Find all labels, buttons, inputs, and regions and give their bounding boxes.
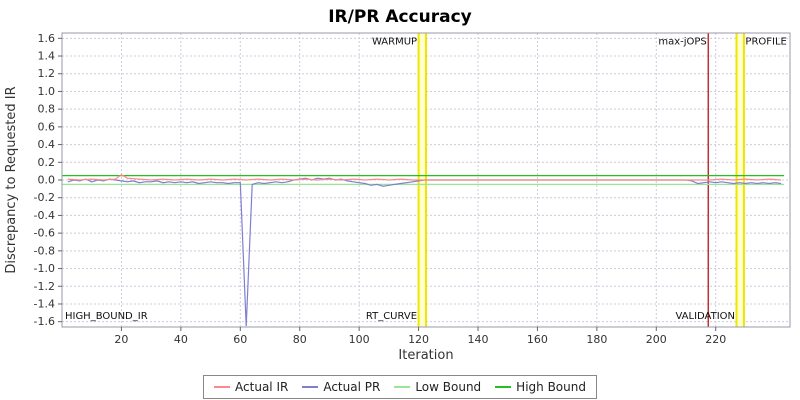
- y-tick-label: -0.6: [34, 227, 55, 240]
- y-tick-label: 1.4: [38, 50, 56, 63]
- legend-line-swatch: [394, 386, 411, 388]
- series-actual-pr: [67, 177, 782, 327]
- y-tick-label: 1.0: [38, 85, 56, 98]
- x-tick-label: 140: [468, 333, 489, 346]
- y-tick-label: -0.2: [34, 191, 55, 204]
- y-tick-label: 0.2: [38, 156, 56, 169]
- chart-title: IR/PR Accuracy: [328, 7, 472, 27]
- x-tick-label: 160: [527, 333, 548, 346]
- legend-item: Low Bound: [394, 380, 481, 394]
- high-bound-ir-label: HIGH_BOUND_IR: [65, 311, 148, 322]
- validation-label: VALIDATION: [675, 311, 735, 322]
- y-tick-label: 0.0: [38, 174, 56, 187]
- y-tick-label: -0.4: [34, 209, 55, 222]
- x-tick-label: 60: [233, 333, 247, 346]
- legend-line-swatch: [214, 386, 231, 388]
- x-tick-label: 220: [705, 333, 726, 346]
- chart-plot: Discrepancy to Requested IR Iteration HI…: [4, 32, 791, 363]
- x-tick-label: 100: [349, 333, 370, 346]
- y-tick-label: -0.8: [34, 244, 55, 257]
- x-tick-label: 20: [114, 333, 128, 346]
- x-tick-label: 200: [646, 333, 667, 346]
- legend-line-swatch: [302, 386, 319, 388]
- warmup-label: WARMUP: [372, 37, 417, 48]
- legend-item: Actual IR: [214, 380, 288, 394]
- legend-label: Actual PR: [323, 380, 381, 394]
- rt-curve-label: RT_CURVE: [366, 311, 417, 322]
- max-jops-label: max-jOPS: [658, 37, 706, 48]
- x-axis-label: Iteration: [398, 348, 453, 363]
- legend-item: High Bound: [495, 380, 586, 394]
- y-tick-label: -1.2: [34, 280, 55, 293]
- x-tick-label: 180: [586, 333, 607, 346]
- x-tick-label: 80: [293, 333, 307, 346]
- y-tick-label: 1.6: [38, 32, 56, 45]
- legend-line-swatch: [495, 386, 512, 388]
- legend-label: High Bound: [516, 380, 586, 394]
- x-tick-label: 40: [174, 333, 188, 346]
- legend-label: Actual IR: [235, 380, 289, 394]
- y-tick-label: 0.8: [38, 103, 56, 116]
- y-axis-label: Discrepancy to Requested IR: [4, 86, 19, 273]
- legend-label: Low Bound: [415, 380, 482, 394]
- legend-item: Actual PR: [302, 380, 380, 394]
- series-actual-ir: [67, 173, 782, 181]
- y-tick-label: -1.4: [34, 297, 55, 310]
- y-tick-label: 1.2: [38, 67, 56, 80]
- legend-box: Actual IR Actual PR Low Bound High Bound: [203, 375, 597, 399]
- profile-label: PROFILE: [745, 37, 786, 48]
- y-tick-label: 0.4: [38, 138, 56, 151]
- y-tick-label: 0.6: [38, 120, 56, 133]
- x-tick-label: 120: [408, 333, 429, 346]
- y-tick-label: -1.0: [34, 262, 55, 275]
- y-tick-label: -1.6: [34, 315, 55, 328]
- legend: Actual IR Actual PR Low Bound High Bound: [0, 373, 800, 399]
